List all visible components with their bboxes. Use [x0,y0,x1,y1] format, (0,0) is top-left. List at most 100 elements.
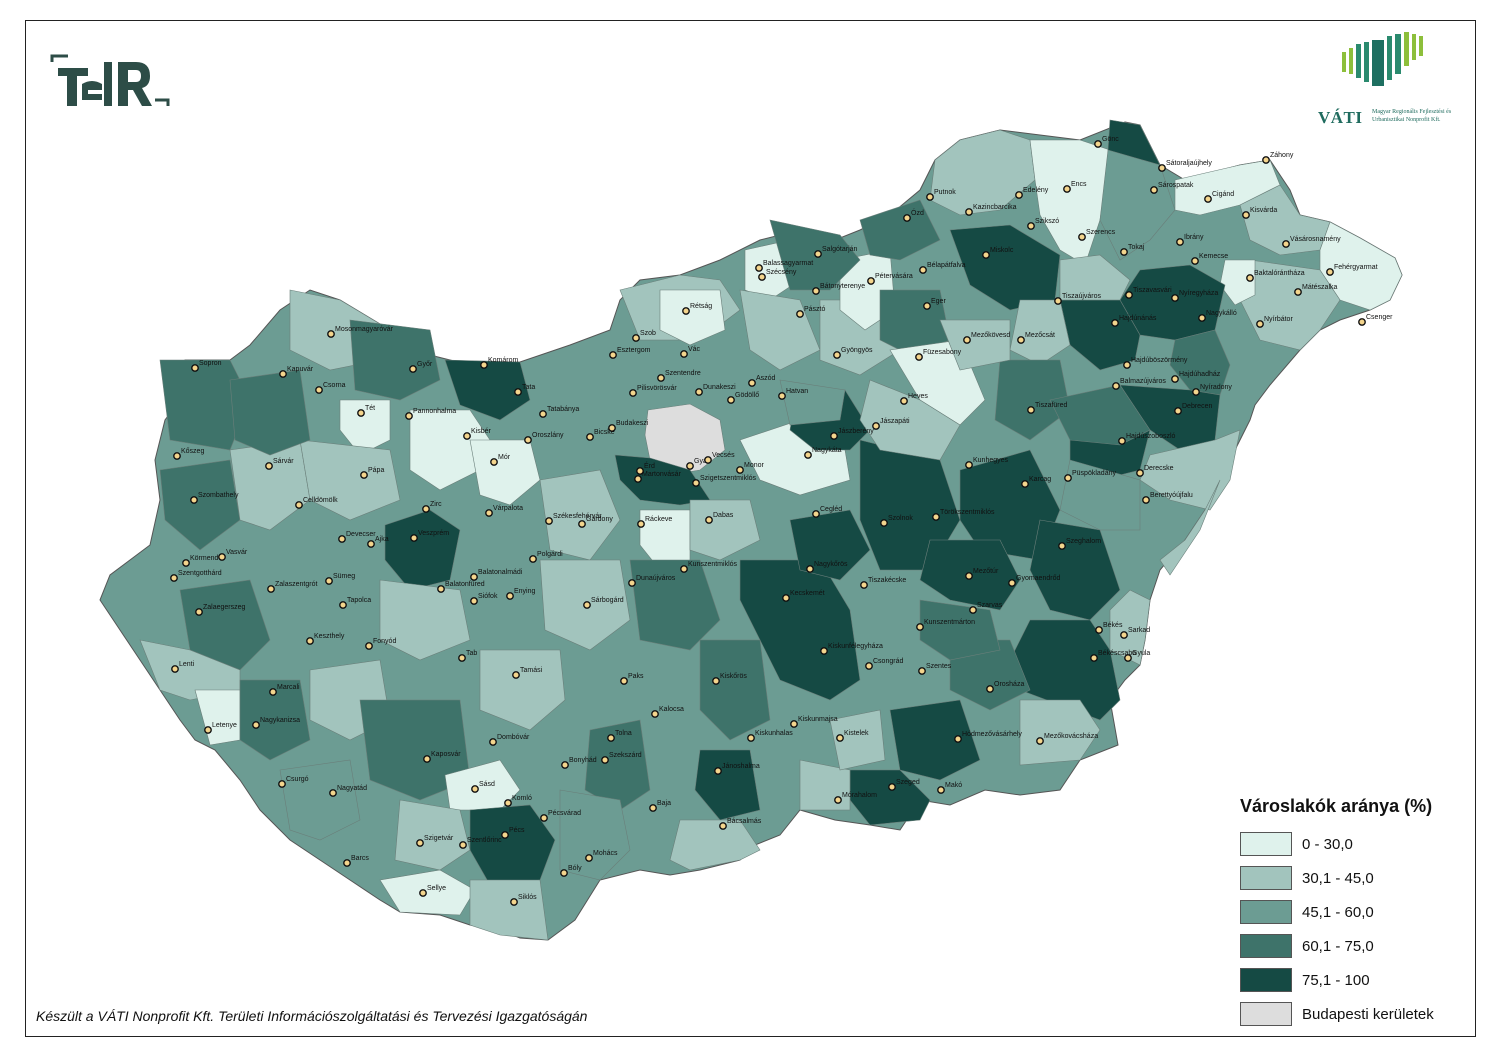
city-dot [923,302,931,310]
city-marker: Kiskunfélegyháza [820,643,883,655]
city-dot [191,364,199,372]
city-dot [561,761,569,769]
city-label: Esztergom [617,347,651,354]
vati-wordmark: VÁTI [1318,108,1363,127]
city-label: Hajdúhadház [1179,371,1221,378]
city-dot [182,559,190,567]
city-marker: Mezőkövesd [963,332,1010,344]
city-marker: Tiszafüred [1027,402,1068,414]
city-dot [338,535,346,543]
city-marker: Siklós [510,894,537,906]
city-label: Monor [744,462,765,469]
city-label: Tiszakécske [868,577,906,584]
city-dot [916,623,924,631]
city-marker: Pilisvörösvár [629,385,677,397]
legend-item: 60,1 - 75,0 [1240,929,1470,963]
city-dot [782,594,790,602]
city-marker: Gyöngyös [833,347,873,359]
city-label: Cegléd [820,506,842,513]
legend-label: Budapesti kerületek [1302,1005,1434,1023]
city-label: Gyula [1132,650,1150,657]
city-marker: Vásárosnamény [1282,236,1341,248]
city-dot [965,208,973,216]
city-marker: Szentendre [657,370,701,382]
city-dot [1017,336,1025,344]
city-label: Nagykálló [1206,310,1237,317]
city-label: Mezőkövesd [971,332,1010,339]
city-label: Sárospatak [1158,182,1194,189]
city-dot [680,565,688,573]
city-marker: Békés [1095,622,1123,634]
city-dot [512,671,520,679]
city-marker: Szolnok [880,515,913,527]
legend-item: 0 - 30,0 [1240,827,1470,861]
city-label: Csongrád [873,658,903,665]
city-marker: Cegléd [812,506,842,518]
city-marker: Sárospatak [1150,182,1194,194]
city-marker: Törökszentmiklós [932,509,995,521]
city-dot [405,412,413,420]
city-marker: Csenger [1358,314,1393,326]
city-marker: Aszód [748,375,776,387]
city-dot [1242,211,1250,219]
city-marker: Szécsény [758,269,797,281]
city-dot [867,277,875,285]
city-dot [170,574,178,582]
city-marker: Kunszentmárton [916,619,975,631]
city-label: Gárdony [586,516,613,523]
city-marker: Debrecen [1174,403,1212,415]
city-marker: Kisvárda [1242,207,1277,219]
city-marker: Szarvas [969,602,1003,614]
city-marker: Kemecse [1191,253,1228,265]
city-marker: Sásd [471,781,495,793]
city-label: Derecske [1144,465,1174,472]
city-marker: Mór [490,454,511,466]
city-dot [747,734,755,742]
city-label: Bonyhád [569,757,597,764]
city-label: Szarvas [977,602,1003,609]
city-label: Salgótarján [822,246,858,253]
city-label: Siklós [518,894,537,901]
city-dot [1124,654,1132,662]
city-label: Pécsvárad [548,810,581,817]
city-dot [629,389,637,397]
city-marker: Hódmezővásárhely [954,731,1022,743]
city-dot [986,685,994,693]
city-label: Nyírbátor [1264,316,1293,323]
city-dot [860,581,868,589]
city-marker: Nyíradony [1192,384,1232,396]
city-label: Szentes [926,663,952,670]
city-marker: Szigetszentmiklós [692,475,757,487]
city-label: Kiskőrös [720,673,747,680]
city-dot [510,898,518,906]
city-dot [485,509,493,517]
city-dot [1063,185,1071,193]
city-dot [682,307,690,315]
vati-subtitle: Magyar Regionális Fejlesztési és Urbanis… [1372,109,1452,123]
city-dot [1198,314,1206,322]
legend-swatch [1240,832,1292,856]
city-label: Szeged [896,779,920,786]
city-marker: Kőszeg [173,448,204,460]
city-marker: Eger [923,298,946,310]
city-marker: Tolna [607,730,632,742]
city-marker: Monor [736,462,765,474]
city-dot [422,505,430,513]
city-label: Sárbogárd [591,597,624,604]
city-label: Mosonmagyaróvár [335,326,394,333]
city-dot [1204,195,1212,203]
city-label: Érd [644,461,655,470]
city-marker: Vác [680,346,701,358]
city-dot [778,392,786,400]
city-marker: Bóly [560,865,582,877]
city-label: Sarkad [1128,627,1150,634]
city-label: Siófok [478,593,498,600]
city-dot [1021,480,1029,488]
city-marker: Bátonyterenye [812,283,865,295]
city-dot [360,471,368,479]
city-label: Kazincbarcika [973,204,1017,211]
city-label: Tokaj [1128,244,1145,251]
city-label: Bicske [594,429,615,436]
city-label: Szerencs [1086,229,1116,236]
city-label: Ózd [911,208,924,217]
